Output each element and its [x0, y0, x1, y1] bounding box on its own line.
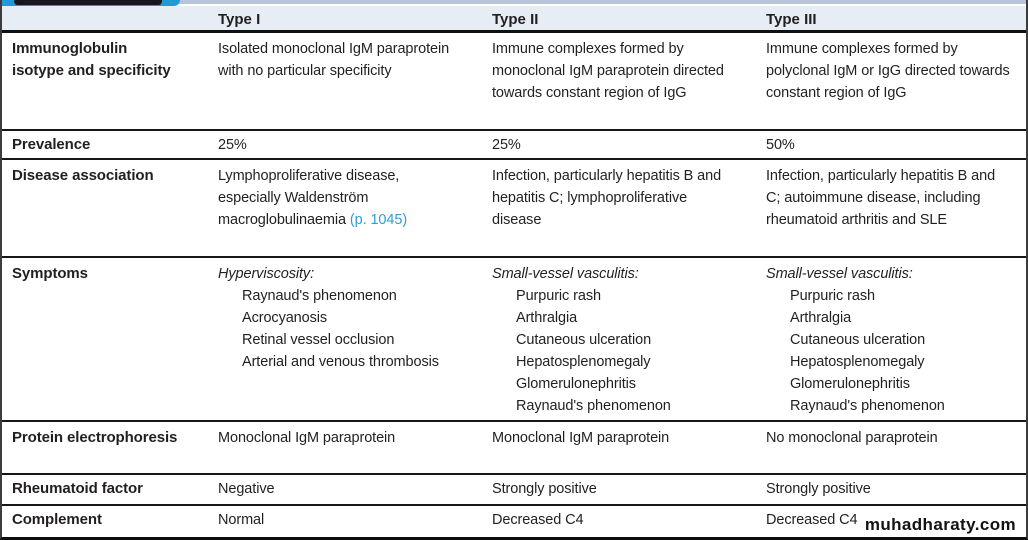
- row-label: Rheumatoid factor: [12, 480, 143, 497]
- cell-protein-type1: Monoclonal IgM paraprotein: [218, 430, 396, 446]
- symptom-list: Purpuric rash Arthralgia Cutaneous ulcer…: [492, 285, 742, 417]
- cell-prevalence-type3: 50%: [766, 137, 795, 153]
- symptom-item: Glomerulonephritis: [790, 376, 910, 392]
- row-label: Prevalence: [12, 136, 91, 153]
- cell-disease-type2: Infection, particularly hepatitis B and …: [492, 168, 722, 228]
- row-label: Complement: [12, 511, 102, 528]
- symptom-heading: Small-vessel vasculitis:: [766, 266, 913, 282]
- page-reference-link[interactable]: (p. 1045): [349, 212, 408, 228]
- cell-protein-type2: Monoclonal IgM paraprotein: [492, 430, 670, 446]
- cell-prevalence-type2: 25%: [492, 137, 521, 153]
- symptom-item: Glomerulonephritis: [516, 376, 636, 392]
- table-header-row: Type I Type II Type III: [2, 6, 1026, 33]
- symptom-heading: Small-vessel vasculitis:: [492, 266, 639, 282]
- symptom-item: Hepatosplenomegaly: [790, 354, 925, 370]
- cell-prevalence-type1: 25%: [218, 137, 247, 153]
- cell-symptoms-type1: Hyperviscosity: Raynaud's phenomenon Acr…: [208, 258, 482, 420]
- symptom-item: Arterial and venous thrombosis: [242, 354, 439, 370]
- watermark-site-name: muhadharaty.com: [860, 514, 1020, 536]
- symptom-item: Raynaud's phenomenon: [242, 288, 397, 304]
- symptom-item: Arthralgia: [790, 310, 852, 326]
- table-row-protein-electrophoresis: Protein electrophoresis Monoclonal IgM p…: [2, 422, 1026, 475]
- cell-complement-type3: Decreased C4: [766, 512, 858, 528]
- table-row-prevalence: Prevalence 25% 25% 50%: [2, 131, 1026, 160]
- symptom-item: Arthralgia: [516, 310, 578, 326]
- table-row-disease-association: Disease association Lymphoproliferative …: [2, 160, 1026, 258]
- cell-immunoglobulin-type2: Immune complexes formed by monoclonal Ig…: [492, 41, 724, 101]
- cell-disease-type1: Lymphoproliferative disease, especially …: [208, 160, 482, 256]
- symptom-item: Retinal vessel occlusion: [242, 332, 395, 348]
- symptom-item: Acrocyanosis: [242, 310, 328, 326]
- cell-immunoglobulin-type1: Isolated monoclonal IgM paraprotein with…: [218, 41, 450, 79]
- disease-type1-text: Lymphoproliferative disease, especially …: [218, 168, 400, 228]
- cell-protein-type3: No monoclonal paraprotein: [766, 430, 938, 446]
- cell-symptoms-type2: Small-vessel vasculitis: Purpuric rash A…: [482, 258, 756, 420]
- row-label: Immunoglobulin isotype and specificity: [12, 40, 171, 79]
- header-cell-type3: Type III: [766, 11, 817, 28]
- row-label: Symptoms: [12, 265, 88, 282]
- cell-immunoglobulin-type3: Immune complexes formed by polyclonal Ig…: [766, 41, 1010, 101]
- top-strip-decoration: [2, 0, 1026, 4]
- header-cell-type2: Type II: [492, 11, 539, 28]
- symptom-list: Purpuric rash Arthralgia Cutaneous ulcer…: [766, 285, 1012, 417]
- row-label: Protein electrophoresis: [12, 429, 178, 446]
- cell-rheumatoid-type3: Strongly positive: [766, 481, 871, 497]
- cell-rheumatoid-type2: Strongly positive: [492, 481, 597, 497]
- symptom-list: Raynaud's phenomenon Acrocyanosis Retina…: [218, 285, 468, 373]
- header-cell-type1: Type I: [218, 11, 261, 28]
- symptom-item: Raynaud's phenomenon: [516, 398, 671, 414]
- cell-symptoms-type3: Small-vessel vasculitis: Purpuric rash A…: [756, 258, 1026, 420]
- symptom-heading: Hyperviscosity:: [218, 266, 314, 282]
- table-row-immunoglobulin: Immunoglobulin isotype and specificity I…: [2, 33, 1026, 131]
- row-label: Disease association: [12, 167, 154, 184]
- cropped-blue-tab: [2, 0, 180, 6]
- symptom-item: Cutaneous ulceration: [790, 332, 926, 348]
- cell-complement-type2: Decreased C4: [492, 512, 584, 528]
- comparison-table: Type I Type II Type III Immunoglobulin i…: [2, 6, 1026, 537]
- symptom-item: Cutaneous ulceration: [516, 332, 652, 348]
- symptom-item: Raynaud's phenomenon: [790, 398, 945, 414]
- symptom-item: Purpuric rash: [516, 288, 601, 304]
- cell-rheumatoid-type1: Negative: [218, 481, 275, 497]
- cropped-tab-label-remnant: [14, 0, 162, 5]
- header-cell-empty: [2, 6, 208, 30]
- symptom-item: Purpuric rash: [790, 288, 875, 304]
- table-row-complement: Complement Normal Decreased C4 Decreased…: [2, 506, 1026, 537]
- table-row-symptoms: Symptoms Hyperviscosity: Raynaud's pheno…: [2, 258, 1026, 422]
- symptom-item: Hepatosplenomegaly: [516, 354, 651, 370]
- table-row-rheumatoid-factor: Rheumatoid factor Negative Strongly posi…: [2, 475, 1026, 506]
- cell-complement-type1: Normal: [218, 512, 265, 528]
- cell-disease-type3: Infection, particularly hepatitis B and …: [766, 168, 996, 228]
